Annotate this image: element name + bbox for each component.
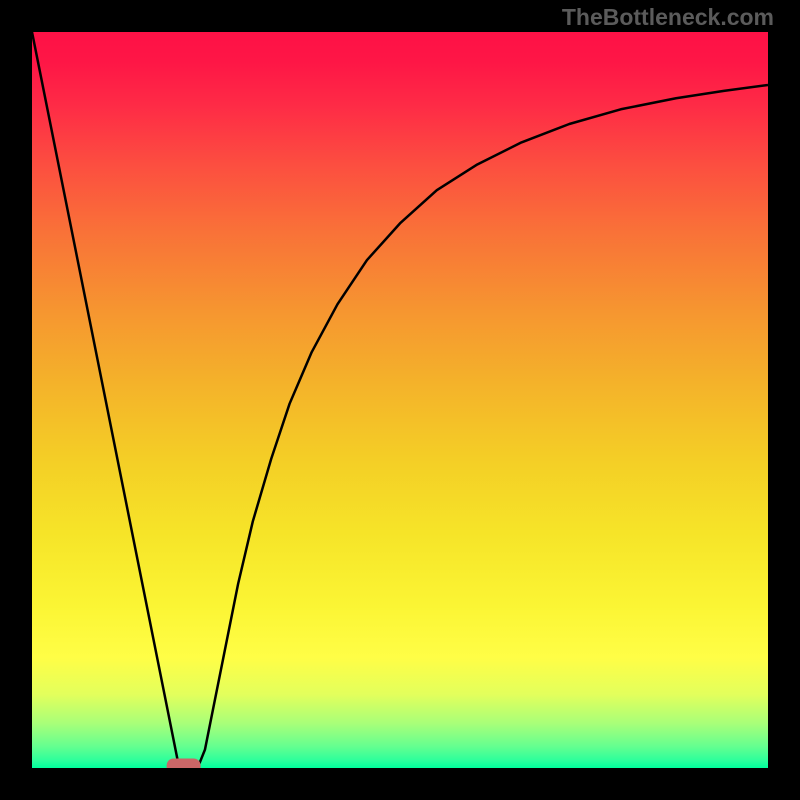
chart-background [32,32,768,768]
bottleneck-marker [167,759,201,769]
watermark-text: TheBottleneck.com [562,4,774,31]
bottleneck-chart [32,32,768,768]
